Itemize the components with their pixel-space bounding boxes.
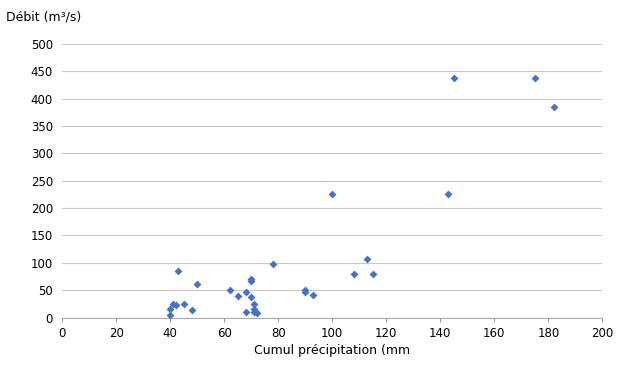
Point [179, 301, 189, 307]
Text: Débit (m³/s): Débit (m³/s) [6, 11, 81, 24]
Point [187, 307, 197, 313]
Point [268, 261, 278, 267]
Point [301, 289, 310, 295]
Point [225, 287, 235, 293]
Point [246, 294, 256, 300]
Point [246, 278, 256, 284]
Point [171, 302, 181, 308]
Point [165, 307, 175, 312]
Point [327, 191, 337, 197]
Point [233, 293, 243, 299]
Point [168, 301, 178, 307]
Point [252, 310, 261, 316]
Point [309, 292, 319, 297]
Point [368, 271, 378, 277]
Point [530, 75, 540, 81]
X-axis label: Cumul précipitation (mm: Cumul précipitation (mm [254, 344, 410, 357]
Point [349, 271, 359, 277]
Point [249, 301, 259, 307]
Point [363, 256, 373, 262]
Point [249, 307, 259, 312]
Point [443, 191, 453, 197]
Point [301, 287, 310, 293]
Point [249, 309, 259, 315]
Point [246, 276, 256, 282]
Point [549, 104, 559, 110]
Point [165, 312, 175, 318]
Point [241, 309, 251, 315]
Point [449, 75, 459, 81]
Point [193, 281, 202, 287]
Point [241, 289, 251, 295]
Point [173, 268, 183, 274]
